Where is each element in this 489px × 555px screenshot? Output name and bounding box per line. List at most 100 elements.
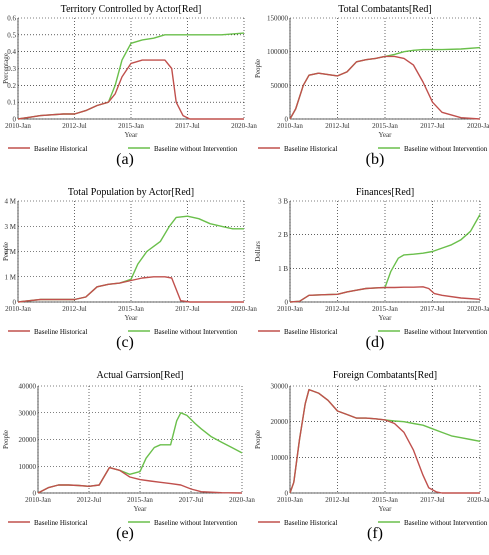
chart-title: Total Population by Actor[Red] [68,187,194,198]
legend-label-intervention: Baseline without Intervention [404,519,488,527]
y-tick-label: 0 [285,299,289,307]
x-tick-label: 2017-Jul [179,496,204,504]
x-tick-label: 2017-Jul [420,305,445,313]
x-tick-label: 2020-Jan [467,496,489,504]
chart-panel: Foreign Combatants[Red] 0 10000 20000 30000 2… [254,370,489,542]
y-tick-label: 0.4 [7,48,16,56]
y-tick-label: 0 [13,299,17,307]
series-line-intervention [17,215,244,303]
series-line-intervention [289,388,481,494]
x-tick-label: 2020-Jan [229,496,255,504]
series-line-historical [289,55,481,120]
legend-label-intervention: Baseline without Intervention [154,519,238,527]
x-tick-label: 2015-Jan [372,496,398,504]
x-tick-label: 2012-Jul [62,305,87,313]
x-tick-label: 2015-Jan [372,305,398,313]
panel-label: (a) [116,151,134,168]
y-tick-label: 0.3 [7,65,16,73]
y-tick-label: 2 M [5,248,17,256]
panel-label: (d) [366,334,385,351]
legend-label-historical: Baseline Historical [34,145,88,153]
y-tick-label: 150000 [267,15,289,23]
x-tick-label: 2017-Jul [420,122,445,130]
x-tick-label: 2015-Jan [372,122,398,130]
y-tick-label: 3 B [278,198,288,206]
y-tick-label: 20000 [19,436,37,444]
legend-label-intervention: Baseline without Intervention [154,328,238,336]
series-line-historical [289,388,480,494]
series-line-historical [37,466,243,494]
panel-label: (b) [366,151,385,168]
y-axis-label: People [254,59,262,78]
y-tick-label: 0 [13,116,17,124]
chart-panel: Territory Controlled by Actor[Red] 0 0.1 0.… [2,4,257,168]
x-tick-label: 2010-Jan [5,305,31,313]
x-tick-label: 2015-Jan [118,305,144,313]
x-tick-label: 2017-Jul [420,496,445,504]
x-tick-label: 2012-Jul [77,496,102,504]
chart-title: Finances[Red] [356,187,414,198]
legend-label-historical: Baseline Historical [284,328,338,336]
chart-panel: Finances[Red] 0 1 B 2 B 3 B 2010-Jan 2012-Jul 2… [254,187,489,351]
y-tick-label: 100000 [267,48,289,56]
x-tick-label: 2012-Jul [62,122,87,130]
y-tick-label: 20000 [271,418,289,426]
x-tick-label: 2010-Jan [277,496,303,504]
series-line-historical [17,276,244,303]
x-tick-label: 2017-Jul [175,305,200,313]
x-axis-label: Year [125,131,139,139]
y-tick-label: 30000 [271,383,289,391]
y-axis-label: People [254,430,262,449]
x-axis-label: Year [379,131,393,139]
x-tick-label: 2020-Jan [467,305,489,313]
x-axis-label: Year [125,314,139,322]
y-tick-label: 50000 [271,82,289,90]
y-axis-label: People [2,430,10,449]
panel-label: (c) [116,334,134,351]
y-tick-label: 1 B [278,265,288,273]
legend-label-intervention: Baseline without Intervention [404,145,488,153]
y-tick-label: 0 [285,490,289,498]
chart-panel: Actual Garrsion[Red] 0 10000 20000 30000 4000… [2,370,255,542]
y-tick-label: 0.6 [7,15,16,23]
x-axis-label: Year [134,505,148,513]
chart-title: Territory Controlled by Actor[Red] [61,4,202,15]
y-tick-label: 2 B [278,231,288,239]
x-tick-label: 2017-Jul [175,122,200,130]
x-tick-label: 2012-Jul [325,122,350,130]
x-tick-label: 2012-Jul [325,496,350,504]
x-axis-label: Year [379,505,393,513]
y-tick-label: 0 [33,490,37,498]
y-tick-label: 30000 [19,409,37,417]
x-tick-label: 2015-Jan [127,496,153,504]
y-tick-label: 0.1 [7,99,16,107]
y-tick-label: 1 M [5,273,17,281]
chart-title: Foreign Combatants[Red] [333,370,437,381]
y-axis-label: People [2,242,10,261]
legend-label-historical: Baseline Historical [34,328,88,336]
x-tick-label: 2010-Jan [5,122,31,130]
chart-title: Actual Garrsion[Red] [97,370,184,381]
y-tick-label: 0 [285,116,289,124]
x-tick-label: 2010-Jan [277,305,303,313]
y-tick-label: 10000 [271,454,289,462]
y-tick-label: 40000 [19,383,37,391]
x-axis-label: Year [379,314,393,322]
legend-label-historical: Baseline Historical [34,519,88,527]
y-axis-label: Percentage [2,53,10,84]
x-tick-label: 2010-Jan [25,496,51,504]
y-tick-label: 3 M [5,223,17,231]
y-tick-label: 0.2 [7,82,16,90]
legend-label-historical: Baseline Historical [284,145,338,153]
y-tick-label: 0.5 [7,31,16,39]
legend-label-intervention: Baseline without Intervention [154,145,238,153]
legend-label-intervention: Baseline without Intervention [404,328,488,336]
x-tick-label: 2020-Jan [231,122,257,130]
panel-label: (f) [367,525,383,542]
y-tick-label: 4 M [5,198,17,206]
y-tick-label: 10000 [19,463,37,471]
panel-label: (e) [116,525,134,542]
legend-label-historical: Baseline Historical [284,519,338,527]
